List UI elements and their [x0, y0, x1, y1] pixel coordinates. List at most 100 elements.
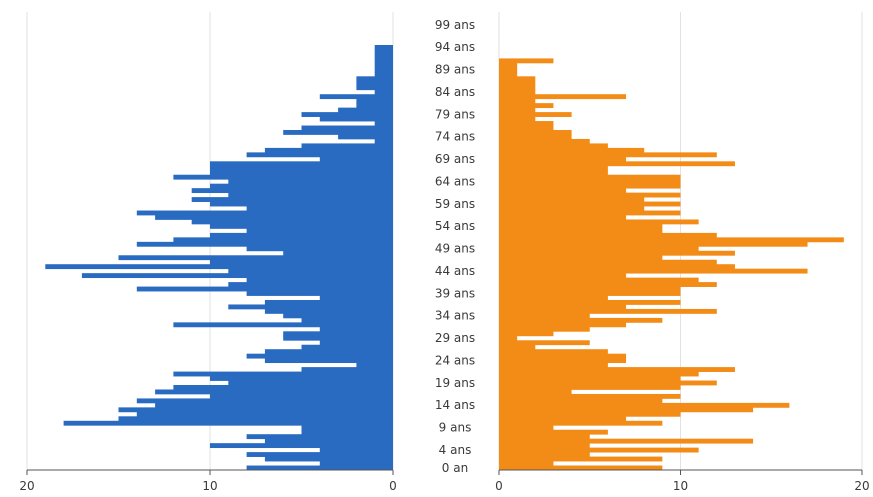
right-bar-age-13 [499, 407, 754, 413]
left-bar-age-77 [374, 121, 393, 126]
left-bar-age-60 [191, 197, 393, 202]
right-bar-age-51 [499, 237, 844, 243]
left-bar-age-63 [210, 183, 393, 189]
left-tick-label-2: 0 [389, 479, 397, 493]
left-bar-age-94 [374, 45, 393, 50]
left-bar-age-36 [228, 304, 393, 310]
right-bar-age-74 [499, 134, 572, 140]
left-bar-age-7 [246, 434, 393, 440]
right-bar-age-11 [499, 416, 627, 422]
left-bar-age-46 [210, 259, 393, 265]
right-bar-age-6 [499, 438, 754, 444]
left-bar-age-25 [246, 353, 393, 359]
left-tick-label-0: 20 [19, 479, 34, 493]
left-bar-age-90 [374, 62, 393, 68]
right-bar-age-9 [499, 425, 554, 431]
right-bar-age-80 [499, 107, 536, 113]
right-bar-age-15 [499, 398, 663, 404]
left-bar-age-30 [283, 331, 393, 337]
left-bar-age-79 [301, 112, 393, 117]
left-bar-age-73 [374, 138, 393, 144]
right-bar-age-59 [499, 201, 681, 207]
right-bar-age-25 [499, 353, 627, 359]
right-bar-age-75 [499, 130, 572, 135]
right-bars [499, 58, 844, 471]
left-bar-age-92 [374, 53, 393, 59]
left-bar-age-86 [356, 80, 393, 86]
right-bar-age-42 [499, 277, 699, 283]
age-label-12: 59 ans [435, 197, 475, 211]
right-bar-age-14 [499, 402, 790, 408]
left-bar-age-70 [246, 152, 393, 158]
right-bar-age-34 [499, 313, 590, 319]
right-bar-age-4 [499, 447, 699, 453]
left-bar-age-83 [319, 94, 393, 100]
left-bar-age-1 [319, 461, 393, 466]
left-bar-age-89 [374, 67, 393, 73]
left-bar-age-51 [173, 237, 393, 243]
right-bar-age-87 [499, 76, 536, 82]
right-bar-age-7 [499, 434, 590, 440]
right-bar-age-8 [499, 429, 608, 435]
right-bar-age-61 [499, 192, 681, 198]
right-bar-age-66 [499, 170, 608, 176]
right-bar-age-81 [499, 103, 554, 109]
left-bar-age-12 [136, 411, 394, 417]
right-tick-label-2: 20 [854, 479, 869, 493]
left-bar-age-38 [319, 295, 393, 301]
right-bar-age-43 [499, 273, 627, 279]
right-bar-age-49 [499, 246, 699, 252]
right-bar-age-21 [499, 371, 699, 377]
right-bar-age-22 [499, 367, 735, 372]
left-bar-age-34 [283, 313, 393, 319]
right-bar-age-39 [499, 291, 681, 296]
right-bar-age-82 [499, 98, 536, 104]
left-bar-age-42 [246, 277, 393, 283]
left-bar-age-61 [228, 192, 393, 198]
left-bar-age-13 [118, 407, 393, 413]
right-bar-age-16 [499, 393, 681, 399]
left-bar-age-6 [264, 438, 393, 444]
right-bar-age-32 [499, 322, 627, 328]
left-bar-age-17 [155, 389, 393, 395]
left-bar-age-31 [319, 326, 393, 332]
right-bar-age-27 [499, 344, 536, 350]
right-bar-age-69 [499, 156, 627, 162]
right-bar-age-2 [499, 456, 663, 462]
age-label-3: 14 ans [435, 398, 475, 412]
right-bar-age-63 [499, 183, 681, 189]
left-bar-age-47 [118, 255, 393, 261]
right-bar-age-86 [499, 80, 536, 86]
right-bar-age-84 [499, 89, 536, 95]
left-bar-age-81 [356, 103, 393, 109]
right-bar-age-3 [499, 452, 590, 457]
right-bar-age-35 [499, 308, 717, 314]
right-bar-age-44 [499, 268, 808, 274]
left-bar-age-15 [136, 398, 394, 404]
left-bar-age-26 [264, 349, 393, 355]
age-label-7: 34 ans [435, 309, 475, 323]
right-bar-age-24 [499, 358, 627, 364]
left-bar-age-53 [246, 228, 393, 234]
right-bar-age-89 [499, 67, 518, 73]
right-bar-age-47 [499, 255, 663, 261]
left-bar-age-71 [264, 147, 393, 153]
right-bar-age-30 [499, 331, 554, 337]
right-bar-age-65 [499, 174, 681, 180]
age-label-5: 24 ans [435, 353, 475, 367]
right-bar-age-56 [499, 215, 627, 220]
right-bar-age-78 [499, 116, 536, 122]
age-label-15: 74 ans [435, 130, 475, 144]
right-bar-age-26 [499, 349, 608, 355]
left-bar-age-78 [319, 116, 393, 122]
left-bar-age-19 [228, 380, 393, 386]
left-bar-age-0 [246, 465, 393, 471]
right-bar-age-55 [499, 219, 699, 225]
right-bar-age-50 [499, 241, 808, 247]
left-bar-age-52 [210, 232, 393, 238]
right-bar-age-38 [499, 295, 608, 301]
right-bar-age-77 [499, 121, 554, 126]
left-bar-age-2 [264, 456, 393, 462]
left-bar-age-23 [356, 362, 393, 368]
right-tick-label-1: 10 [673, 479, 688, 493]
